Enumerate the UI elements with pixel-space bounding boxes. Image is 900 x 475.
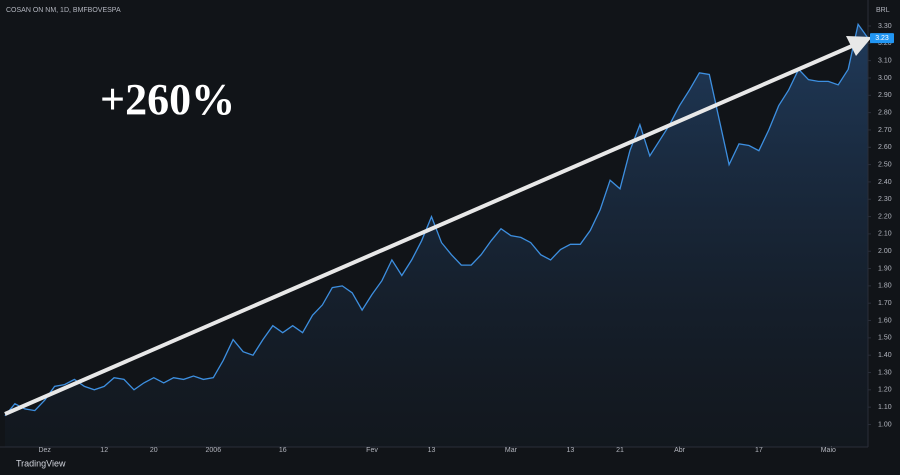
y-tick-label: 3.30 (878, 23, 892, 30)
annotation: +260% (100, 75, 235, 124)
y-tick-label: 1.60 (878, 317, 892, 324)
price-line (4, 22, 869, 417)
y-tick-label: 2.80 (878, 109, 892, 116)
y-tick-label: 3.00 (878, 75, 892, 82)
last-price-box (870, 33, 894, 44)
y-tick-label: 1.90 (878, 265, 892, 272)
y-tick-label: 2.00 (878, 248, 892, 255)
x-tick-label: 2006 (206, 447, 222, 454)
y-tick-label: 1.40 (878, 352, 892, 359)
y-tick-label: 2.70 (878, 127, 892, 134)
x-tick-label: Fev (366, 447, 378, 454)
y-tick-label: 3.10 (878, 57, 892, 64)
y-tick-label: 2.30 (878, 196, 892, 203)
arrow-head (846, 36, 872, 56)
x-tick-label: Abr (674, 447, 686, 454)
x-tick-label: 20 (150, 447, 158, 454)
y-tick-label: 1.80 (878, 283, 892, 290)
area (5, 24, 868, 448)
chart-title: COSAN ON NM, 1D, BMFBOVESPA (6, 7, 121, 14)
y-tick-label: 2.40 (878, 179, 892, 186)
y-tick-label: 2.20 (878, 213, 892, 220)
y-tick-label: 1.30 (878, 369, 892, 376)
y-tick-label: 2.50 (878, 161, 892, 168)
y-tick-label: 2.90 (878, 92, 892, 99)
y-tick-label: 1.50 (878, 335, 892, 342)
y-tick-label: 2.10 (878, 231, 892, 238)
y-tick-label: 1.20 (878, 387, 892, 394)
x-tick-label: Maio (821, 447, 836, 454)
last-price-label: 3.23 (875, 35, 889, 42)
y-tick-label: 1.10 (878, 404, 892, 411)
trend-arrow (4, 36, 872, 416)
y-tick-label: 1.70 (878, 300, 892, 307)
x-tick-label: Dez (38, 447, 51, 454)
y-tick-label: 1.00 (878, 421, 892, 428)
x-tick-label: 17 (755, 447, 763, 454)
x-tick-label: 21 (616, 447, 624, 454)
y-tick-label: 3.20 (878, 40, 892, 47)
brand: TradingView (16, 458, 66, 468)
plot-area (4, 22, 869, 448)
x-tick-label: 16 (279, 447, 287, 454)
x-tick-label: 13 (567, 447, 575, 454)
x-tick-label: 13 (428, 447, 436, 454)
arrow-line (4, 44, 853, 416)
currency: BRL (876, 7, 890, 14)
x-tick-label: 12 (100, 447, 108, 454)
y-tick-label: 2.60 (878, 144, 892, 151)
x-tick-label: Mar (505, 447, 518, 454)
